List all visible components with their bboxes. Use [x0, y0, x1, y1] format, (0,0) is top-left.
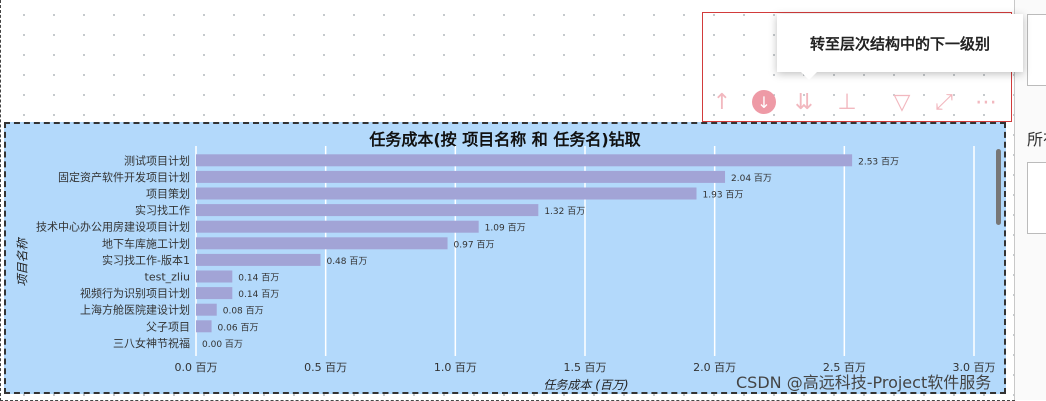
- y-axis-label: 项目名称: [15, 238, 30, 287]
- bar-data-label: 1.32 百万: [544, 206, 585, 217]
- chart-scrollbar[interactable]: [996, 149, 1001, 225]
- bar-data-label: 1.09 百万: [485, 223, 526, 234]
- drill-down-icon[interactable]: ↓: [752, 90, 776, 114]
- bar-data-label: 2.04 百万: [731, 173, 772, 184]
- bar: [196, 220, 479, 233]
- bar-data-label: 0.48 百万: [326, 256, 367, 267]
- y-category-label: 视频行为识别项目计划: [80, 286, 190, 300]
- bar: [196, 303, 217, 316]
- bar: [196, 154, 853, 167]
- bar: [196, 320, 212, 333]
- y-category-label: 实习找工作-版本1: [102, 253, 190, 267]
- bar-data-label: 0.06 百万: [218, 322, 259, 333]
- x-tick-label: 0.0 百万: [175, 361, 218, 374]
- more-options-icon[interactable]: ⋯: [975, 89, 997, 115]
- bar: [196, 287, 233, 300]
- bar-data-label: 0.00 百万: [202, 339, 243, 350]
- filter-box-top[interactable]: [1027, 14, 1046, 86]
- y-category-label: 固定资产软件开发项目计划: [58, 170, 190, 184]
- bar: [196, 237, 448, 250]
- expand-all-down-icon[interactable]: ⇊: [794, 89, 814, 115]
- x-tick-label: 2.0 百万: [693, 361, 736, 374]
- x-tick-label: 0.5 百万: [304, 361, 347, 374]
- bar-data-label: 0.14 百万: [238, 289, 279, 300]
- bar-data-label: 0.14 百万: [238, 273, 279, 284]
- bar-chart-visual[interactable]: 任务成本(按 项目名称 和 任务名)钻取 0.0 百万 0.5 百万 1.0 百万 1…: [4, 122, 1006, 394]
- bar: [196, 270, 233, 283]
- bar: [196, 253, 321, 266]
- bar: [196, 170, 726, 183]
- hierarchy-icon[interactable]: ⊥: [837, 89, 857, 115]
- y-category-label: 地下车库施工计划: [102, 236, 190, 250]
- bar-data-label: 1.93 百万: [703, 190, 744, 201]
- filter-pane: 所有: [1014, 0, 1046, 400]
- bar: [196, 204, 539, 217]
- drill-tooltip: 转至层次结构中的下一级别: [777, 14, 1023, 80]
- y-category-label: 项目策划: [146, 187, 190, 201]
- focus-mode-icon[interactable]: ⤢: [935, 89, 953, 115]
- filter-box-bottom[interactable]: [1027, 162, 1046, 234]
- bar: [196, 187, 697, 200]
- y-category-label: 上海方舱医院建设计划: [80, 303, 190, 317]
- x-tick-label: 3.0 百万: [953, 361, 996, 374]
- y-category-label: test_zliu: [145, 271, 190, 284]
- x-axis-label: 任务成本 (百万): [543, 378, 629, 392]
- chart-title: 任务成本(按 项目名称 和 任务名)钻取: [369, 130, 641, 149]
- watermark: CSDN @高远科技-Project软件服务: [736, 373, 992, 392]
- bar-data-label: 2.53 百万: [858, 156, 899, 167]
- chart-plot: 0.0 百万 0.5 百万 1.0 百万 1.5 百万 2.0 百万 2.5 百万 3.0 …: [36, 146, 996, 374]
- y-category-label: 父子项目: [146, 320, 190, 333]
- bar-data-label: 0.97 百万: [454, 239, 495, 250]
- y-category-label: 技术中心办公用房建设项目计划: [36, 220, 190, 234]
- y-category-label: 实习找工作: [135, 203, 190, 217]
- bar-data-label: 0.08 百万: [223, 306, 264, 317]
- x-tick-label: 2.5 百万: [823, 361, 866, 374]
- x-tick-label: 1.0 百万: [434, 361, 477, 374]
- filter-icon[interactable]: ▽: [893, 89, 911, 115]
- x-tick-label: 1.5 百万: [564, 361, 607, 374]
- y-category-label: 三八女神节祝福: [113, 336, 190, 350]
- arrow-up-icon[interactable]: ↑: [712, 89, 732, 115]
- y-category-label: 测试项目计划: [124, 154, 190, 167]
- filter-label: 所有: [1027, 130, 1046, 149]
